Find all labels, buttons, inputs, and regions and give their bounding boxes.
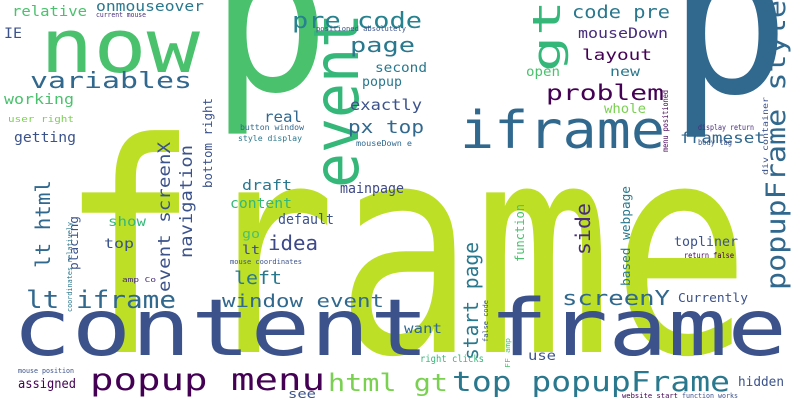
word: use bbox=[528, 349, 556, 364]
word: popup menu bbox=[90, 363, 325, 398]
word: right clicks bbox=[420, 354, 484, 365]
word: mouse position bbox=[18, 367, 74, 375]
word: event screenX bbox=[155, 141, 175, 292]
word: function bbox=[513, 204, 527, 262]
word: FF amp bbox=[504, 338, 512, 368]
word: lt html bbox=[31, 180, 55, 268]
word: whole bbox=[604, 102, 646, 117]
word: user right bbox=[8, 115, 74, 125]
word: variables bbox=[30, 69, 192, 94]
word: content bbox=[230, 196, 292, 212]
word: second bbox=[375, 61, 427, 76]
word: gt bbox=[525, 0, 569, 72]
word: coordinates relatively bbox=[66, 222, 74, 312]
word: topliner bbox=[674, 235, 738, 250]
word: real bbox=[264, 108, 302, 126]
word: draft bbox=[242, 178, 292, 194]
word: Currently bbox=[678, 291, 748, 305]
word: pre code bbox=[292, 9, 422, 34]
word: display return bbox=[698, 123, 754, 132]
word: show bbox=[108, 215, 146, 230]
word: left bbox=[234, 268, 282, 289]
word: top bbox=[104, 237, 134, 252]
word: top popupFrame bbox=[452, 365, 730, 398]
word: body tag bbox=[698, 138, 732, 147]
word: open bbox=[526, 65, 560, 80]
word: iframe bbox=[460, 101, 665, 161]
word: current mouse bbox=[96, 11, 146, 19]
word: layout bbox=[582, 46, 652, 64]
word: onmouseover bbox=[96, 0, 204, 15]
word: problem bbox=[546, 81, 664, 105]
word: IE bbox=[4, 26, 22, 42]
word: getting bbox=[14, 130, 76, 146]
word: default bbox=[278, 212, 334, 228]
word: website start bbox=[622, 392, 678, 400]
word: placing bbox=[67, 216, 81, 270]
word: frameset bbox=[680, 129, 765, 147]
word: hidden bbox=[738, 375, 784, 390]
word: popupFrame style bbox=[761, 0, 792, 290]
word: html gt bbox=[328, 369, 448, 397]
word: relative bbox=[12, 4, 87, 20]
word: amp Co bbox=[122, 276, 156, 284]
word: based webpage bbox=[619, 186, 633, 286]
word: side bbox=[571, 203, 595, 255]
word: mouseDown bbox=[578, 26, 668, 42]
word: style display bbox=[238, 134, 302, 143]
word: code pre bbox=[572, 2, 670, 23]
word: button window bbox=[240, 123, 304, 132]
word: working bbox=[4, 92, 74, 108]
word: px top bbox=[348, 117, 424, 138]
word: want bbox=[404, 322, 442, 337]
word: lt iframe bbox=[26, 286, 176, 314]
word: p bbox=[210, 0, 330, 140]
word: menu positioned bbox=[661, 90, 670, 152]
word: p bbox=[668, 0, 790, 143]
word: assigned bbox=[18, 377, 76, 392]
word: page bbox=[350, 33, 415, 57]
word: mainpage bbox=[340, 181, 404, 197]
word: function works bbox=[682, 392, 738, 400]
word: idea bbox=[268, 231, 318, 255]
word: content frame bbox=[12, 284, 787, 374]
word: go bbox=[242, 227, 260, 241]
word: mouse coordinates bbox=[230, 258, 302, 266]
word: false code bbox=[482, 300, 490, 342]
word: return false bbox=[684, 251, 734, 260]
word: bottom right bbox=[201, 98, 215, 188]
word: screenY bbox=[562, 286, 670, 310]
word: div container bbox=[761, 97, 770, 175]
word: window event bbox=[222, 291, 384, 312]
word: see bbox=[288, 387, 316, 400]
word: lt bbox=[242, 243, 260, 257]
word: positioned absolutely bbox=[316, 25, 406, 33]
word: frame bbox=[60, 81, 750, 400]
word: mouseDown e bbox=[356, 139, 412, 148]
word: event bbox=[300, 13, 373, 188]
word: now bbox=[40, 4, 201, 90]
word: popup bbox=[362, 75, 402, 90]
word: new bbox=[610, 65, 640, 80]
word: navigation bbox=[177, 145, 197, 258]
word: start page bbox=[459, 242, 483, 360]
word: exactly bbox=[350, 96, 422, 114]
